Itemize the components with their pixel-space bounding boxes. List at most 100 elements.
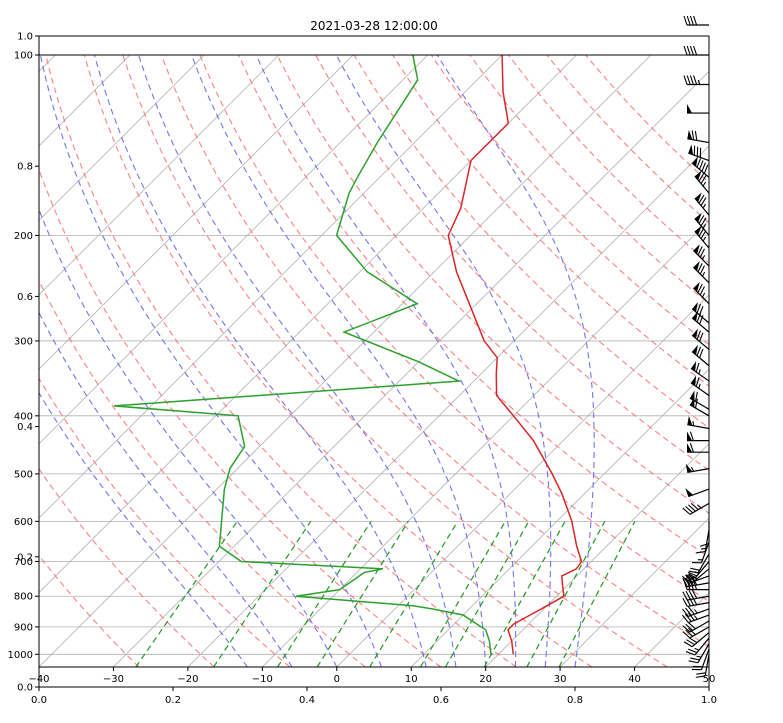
dry-adiabat-line bbox=[39, 467, 215, 667]
wind-barb bbox=[685, 463, 710, 474]
barb-flag bbox=[692, 328, 698, 339]
barb-full bbox=[683, 641, 693, 648]
barb-flag bbox=[688, 144, 694, 155]
barb-staff bbox=[704, 529, 710, 552]
barb-flag bbox=[692, 344, 698, 355]
wind-barb bbox=[694, 225, 710, 249]
barb-staff bbox=[690, 367, 710, 382]
barb-flag bbox=[685, 488, 694, 497]
moist-adiabats bbox=[39, 55, 595, 667]
barb-full bbox=[688, 576, 695, 586]
mixing-ratio-line bbox=[558, 521, 636, 667]
barb-full bbox=[685, 629, 694, 637]
barb-full bbox=[698, 332, 704, 342]
barb-full bbox=[699, 265, 705, 275]
barb-flag bbox=[690, 361, 697, 372]
barb-flag bbox=[694, 192, 702, 203]
barb-full bbox=[698, 194, 705, 204]
moist-adiabat-line bbox=[93, 55, 427, 667]
profile-lines bbox=[113, 55, 583, 655]
barb-full bbox=[701, 162, 706, 172]
barb-full bbox=[685, 623, 694, 631]
barb-full bbox=[685, 613, 692, 622]
barb-full bbox=[690, 502, 699, 511]
barb-full bbox=[693, 45, 698, 56]
barb-full bbox=[688, 637, 698, 644]
axis-tick-labels: −40 −30 −20 −10 0 10 20 30 40 50 100 200 300 400 500 60… bbox=[8, 51, 716, 686]
barb-full bbox=[700, 230, 707, 239]
barb-full bbox=[688, 590, 695, 600]
isotherm-line bbox=[39, 55, 652, 667]
wind-barb bbox=[693, 281, 710, 305]
barb-full bbox=[681, 575, 689, 584]
barb-full bbox=[700, 217, 707, 227]
mixing-ratio-line bbox=[369, 520, 459, 667]
barb-staff bbox=[691, 568, 710, 584]
barb-half bbox=[702, 271, 706, 277]
barb-half bbox=[693, 615, 698, 620]
barb-flag bbox=[694, 170, 702, 181]
x-tick-label: −10 bbox=[252, 674, 273, 685]
chart-title: 2021-03-28 12:00:00 bbox=[310, 19, 437, 33]
barb-flag bbox=[693, 281, 700, 292]
moist-adiabat-line bbox=[39, 391, 248, 667]
x-tick-label: 10 bbox=[405, 674, 418, 685]
frame-y-tick-label: 0.4 bbox=[17, 422, 33, 433]
wind-barbs bbox=[681, 15, 710, 678]
barb-full bbox=[681, 614, 689, 623]
plot-area bbox=[39, 55, 709, 667]
barb-half bbox=[697, 504, 702, 509]
barb-staff bbox=[689, 502, 710, 515]
barb-half bbox=[693, 609, 698, 614]
x-tick-label: 50 bbox=[703, 674, 716, 685]
barb-flag bbox=[687, 431, 693, 441]
wind-barb bbox=[690, 361, 710, 382]
frame-x-tick-label: 0.2 bbox=[165, 695, 181, 706]
barb-full bbox=[695, 551, 706, 554]
y-tick-label: 400 bbox=[14, 411, 33, 422]
wind-barb bbox=[689, 390, 710, 410]
frame-y-tick-label: 1.0 bbox=[17, 32, 33, 43]
dry-adiabat-line bbox=[238, 55, 709, 558]
wind-barb bbox=[683, 632, 710, 648]
barb-full bbox=[695, 675, 706, 678]
barb-full bbox=[700, 197, 707, 206]
barb-flag bbox=[687, 129, 693, 140]
barb-full bbox=[688, 504, 696, 512]
dry-adiabat-line bbox=[315, 55, 709, 471]
moist-adiabat-line bbox=[335, 55, 552, 667]
y-tick-label: 700 bbox=[14, 557, 33, 568]
y-tick-label: 800 bbox=[14, 592, 33, 603]
barb-half bbox=[702, 181, 707, 187]
barb-staff bbox=[690, 382, 710, 397]
mixing-ratio-line bbox=[526, 521, 606, 667]
barb-staff bbox=[694, 561, 710, 579]
frame-x-tick-label: 0.6 bbox=[433, 695, 449, 706]
y-tick-label: 1000 bbox=[8, 650, 33, 661]
barb-full bbox=[686, 639, 695, 646]
barb-full bbox=[688, 570, 699, 574]
barb-full bbox=[689, 45, 694, 56]
barb-staff bbox=[687, 582, 710, 588]
barb-full bbox=[698, 215, 705, 224]
barb-full bbox=[698, 172, 705, 182]
wind-barb bbox=[682, 620, 710, 633]
barb-flag bbox=[687, 104, 693, 114]
barb-full bbox=[682, 597, 688, 607]
wind-barb bbox=[687, 431, 709, 442]
barb-full bbox=[697, 246, 703, 256]
barb-flag bbox=[689, 390, 695, 401]
barb-staff bbox=[697, 553, 710, 574]
wind-barb bbox=[691, 328, 710, 350]
wind-barb bbox=[685, 488, 710, 498]
barb-full bbox=[694, 392, 698, 402]
moist-adiabat-line bbox=[39, 311, 293, 667]
barb-full bbox=[687, 648, 698, 654]
pressure-grid bbox=[39, 55, 709, 655]
frame-y-tick-label: 0.6 bbox=[17, 292, 33, 303]
barb-staff bbox=[694, 218, 710, 236]
barb-full bbox=[689, 443, 694, 453]
frame-y-tick-label: 0.8 bbox=[17, 162, 33, 173]
barb-staff bbox=[694, 197, 710, 216]
